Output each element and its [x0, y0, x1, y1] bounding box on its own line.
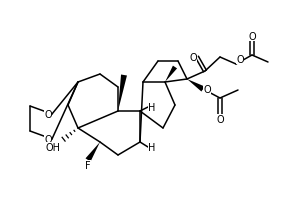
Text: O: O — [236, 55, 244, 65]
Text: O: O — [44, 134, 52, 144]
Text: O: O — [189, 53, 197, 63]
Polygon shape — [118, 75, 127, 112]
Polygon shape — [165, 66, 177, 83]
Polygon shape — [187, 80, 205, 92]
Polygon shape — [85, 142, 100, 162]
Text: H: H — [148, 142, 155, 152]
Text: OH: OH — [45, 142, 60, 152]
Text: O: O — [248, 32, 256, 42]
Text: O: O — [44, 109, 52, 119]
Text: H: H — [148, 102, 155, 113]
Text: O: O — [203, 85, 211, 95]
Text: F: F — [85, 160, 91, 170]
Text: O: O — [216, 115, 224, 124]
